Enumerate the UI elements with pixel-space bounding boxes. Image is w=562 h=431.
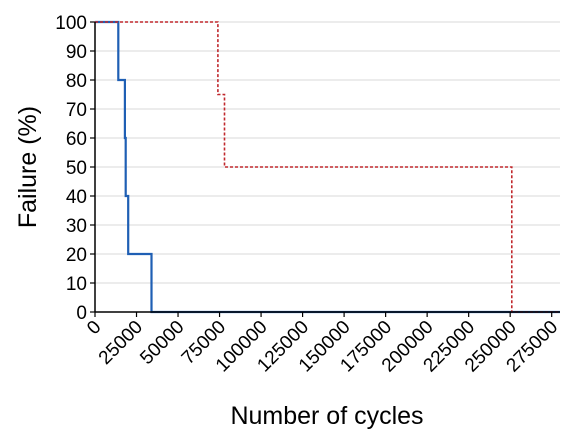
y-tick-labels: 0 10 20 30 40 50 60 70 80 90 100: [55, 13, 95, 324]
x-tick-label: 50000: [136, 317, 188, 369]
x-tick-label: 25000: [95, 317, 147, 369]
x-axis-title: Number of cycles: [230, 402, 423, 430]
y-tick-label: 20: [66, 245, 87, 266]
y-tick-label: 60: [66, 129, 87, 150]
y-tick-label: 0: [76, 303, 87, 324]
x-tick-labels: 0250005000075000100000125000150000175000…: [83, 312, 562, 376]
y-axis-title: Failure (%): [14, 106, 42, 228]
series-layer: [95, 20, 560, 314]
series-line-1: [95, 20, 560, 314]
y-tick-label: 80: [66, 71, 87, 92]
y-tick-label: 50: [66, 158, 87, 179]
x-tick-label: 0: [83, 317, 105, 339]
y-tick-label: 40: [66, 187, 87, 208]
series-line-2: [95, 21, 560, 313]
y-tick-label: 70: [66, 100, 87, 121]
y-tick-label: 30: [66, 216, 87, 237]
y-tick-label: 10: [66, 274, 87, 295]
y-tick-label: 90: [66, 42, 87, 63]
y-tick-label: 100: [55, 13, 87, 34]
